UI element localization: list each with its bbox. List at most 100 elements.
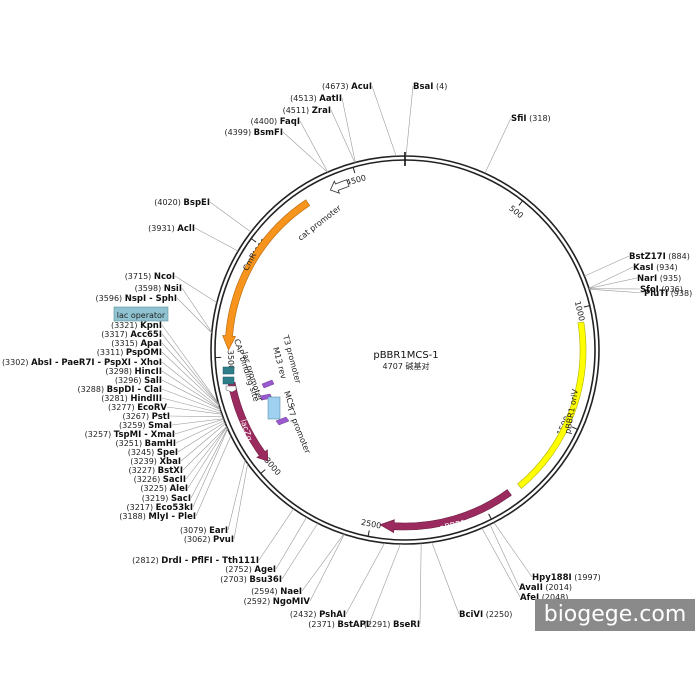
site-label: BsaI (4): [413, 82, 447, 92]
site-name: AbsI - PaeR7I - PspXI - XhoI: [31, 358, 162, 368]
site-name: SacII: [163, 475, 186, 485]
plasmid-size: 4707 碱基对: [383, 361, 430, 371]
site-position: (4020): [154, 198, 183, 207]
site-name: BamHI: [145, 439, 176, 449]
site-label: PluTI (938): [644, 289, 692, 299]
cat-promoter-arrow: [329, 179, 350, 194]
site-leader: [233, 463, 248, 540]
lacz-arrow: [227, 381, 269, 462]
oriv-arc: [517, 321, 587, 489]
site-name: AvaII: [519, 583, 543, 593]
site-leader: [161, 388, 222, 412]
site-label: (3598) NsiI: [135, 284, 182, 294]
site-name: BstXI: [158, 466, 183, 476]
site-leader: [371, 85, 397, 157]
site-position: (3715): [125, 272, 154, 281]
site-position: (935): [657, 274, 681, 283]
site-leader: [161, 379, 221, 410]
site-position: (2432): [290, 610, 319, 619]
site-position: (3217): [127, 503, 156, 512]
plasmid-name: pBBR1MCS-1: [373, 350, 438, 361]
site-name: AatII: [319, 94, 342, 104]
lac-promoter-arrow: [225, 385, 237, 393]
site-label: (3277) EcoRV: [108, 403, 167, 413]
site-name: SalI: [144, 376, 162, 386]
site-label: Hpy188I (1997): [532, 573, 601, 583]
site-label: (2371) BstAPI: [308, 620, 369, 630]
tick-label: 1000: [573, 300, 587, 322]
site-label: (3217) Eco53kI: [127, 503, 194, 513]
site-leader: [275, 517, 307, 570]
site-leader: [588, 266, 634, 289]
site-name: HincII: [135, 367, 162, 377]
site-label: (3715) NcoI: [125, 272, 175, 282]
site-label: SfiI (318): [511, 114, 551, 124]
site-position: (3219): [142, 494, 171, 503]
site-position: (3225): [140, 484, 169, 493]
site-position: (884): [666, 252, 690, 261]
site-label: NarI (935): [637, 274, 681, 284]
site-position: (3267): [122, 412, 151, 421]
site-leader: [176, 297, 212, 334]
site-name: KpnI: [140, 321, 162, 331]
site-name: NspI - SphI: [125, 294, 177, 304]
site-position: (2291): [364, 620, 393, 629]
site-position: (2048): [539, 593, 568, 602]
site-leader: [161, 370, 221, 410]
tick-mark: [518, 200, 523, 206]
site-name: NarI: [637, 274, 657, 284]
t7-promoter-arrow: [275, 416, 290, 426]
tick-mark: [488, 513, 492, 520]
site-label: (3317) Acc65I: [101, 330, 162, 340]
site-name: PluTI: [644, 289, 668, 299]
site-label: AfeI (2048): [520, 593, 568, 603]
site-leader: [187, 426, 228, 489]
site-leader: [481, 527, 521, 598]
site-name: ZraI: [312, 106, 331, 116]
site-name: AcuI: [351, 82, 372, 92]
site-label: (3227) BstXI: [129, 466, 183, 476]
site-position: (934): [654, 263, 678, 272]
watermark: biogege.com: [535, 599, 695, 631]
site-leader: [171, 418, 224, 426]
site-leader: [209, 201, 252, 233]
site-label: (3226) SacII: [134, 475, 186, 485]
site-label: (3288) BspDI - ClaI: [78, 385, 163, 395]
site-name: ApaI: [140, 339, 162, 349]
site-label: (3302) AbsI - PaeR7I - PspXI - XhoI: [2, 358, 162, 368]
site-position: (4400): [251, 117, 280, 126]
site-name: FaqI: [280, 117, 300, 127]
site-name: EcoRV: [137, 403, 167, 413]
tick-mark: [260, 469, 266, 474]
site-position: (4673): [322, 82, 351, 91]
site-label: (2432) PshAI: [290, 610, 346, 620]
site-position: (3239): [130, 457, 159, 466]
site-label: (3281) HindIII: [101, 394, 162, 404]
tick-mark: [352, 167, 356, 174]
site-label: SfoI (936): [640, 285, 683, 295]
site-leader-lines: [161, 85, 645, 625]
site-name: BspEI: [183, 198, 210, 208]
site-position: (2752): [225, 565, 254, 574]
t7-promoter-label: T7 promoter: [285, 404, 313, 455]
feature-cmr: CmR: [222, 199, 311, 351]
site-position: (3321): [111, 321, 140, 330]
lac-operator-box: [113, 306, 169, 322]
site-position: (2812): [132, 556, 161, 565]
site-leader: [161, 324, 219, 404]
site-label: (4673) AcuI: [322, 82, 372, 92]
site-name: PvuI: [213, 535, 234, 545]
site-leader: [182, 426, 227, 471]
site-name: DrdI - PflFI - Tth111I: [161, 556, 259, 566]
site-position: (3277): [108, 403, 137, 412]
site-label: (3251) BamHI: [115, 439, 176, 449]
site-label: AvaII (2014): [519, 583, 572, 593]
site-leader: [177, 421, 226, 453]
rep-arrow: [379, 489, 512, 534]
site-position: (3317): [101, 330, 130, 339]
site-position: (3259): [119, 421, 148, 430]
site-name: BspDI - ClaI: [107, 385, 162, 395]
site-position: (3188): [119, 512, 148, 521]
site-position: (3288): [78, 385, 107, 394]
site-position: (3315): [111, 339, 140, 348]
